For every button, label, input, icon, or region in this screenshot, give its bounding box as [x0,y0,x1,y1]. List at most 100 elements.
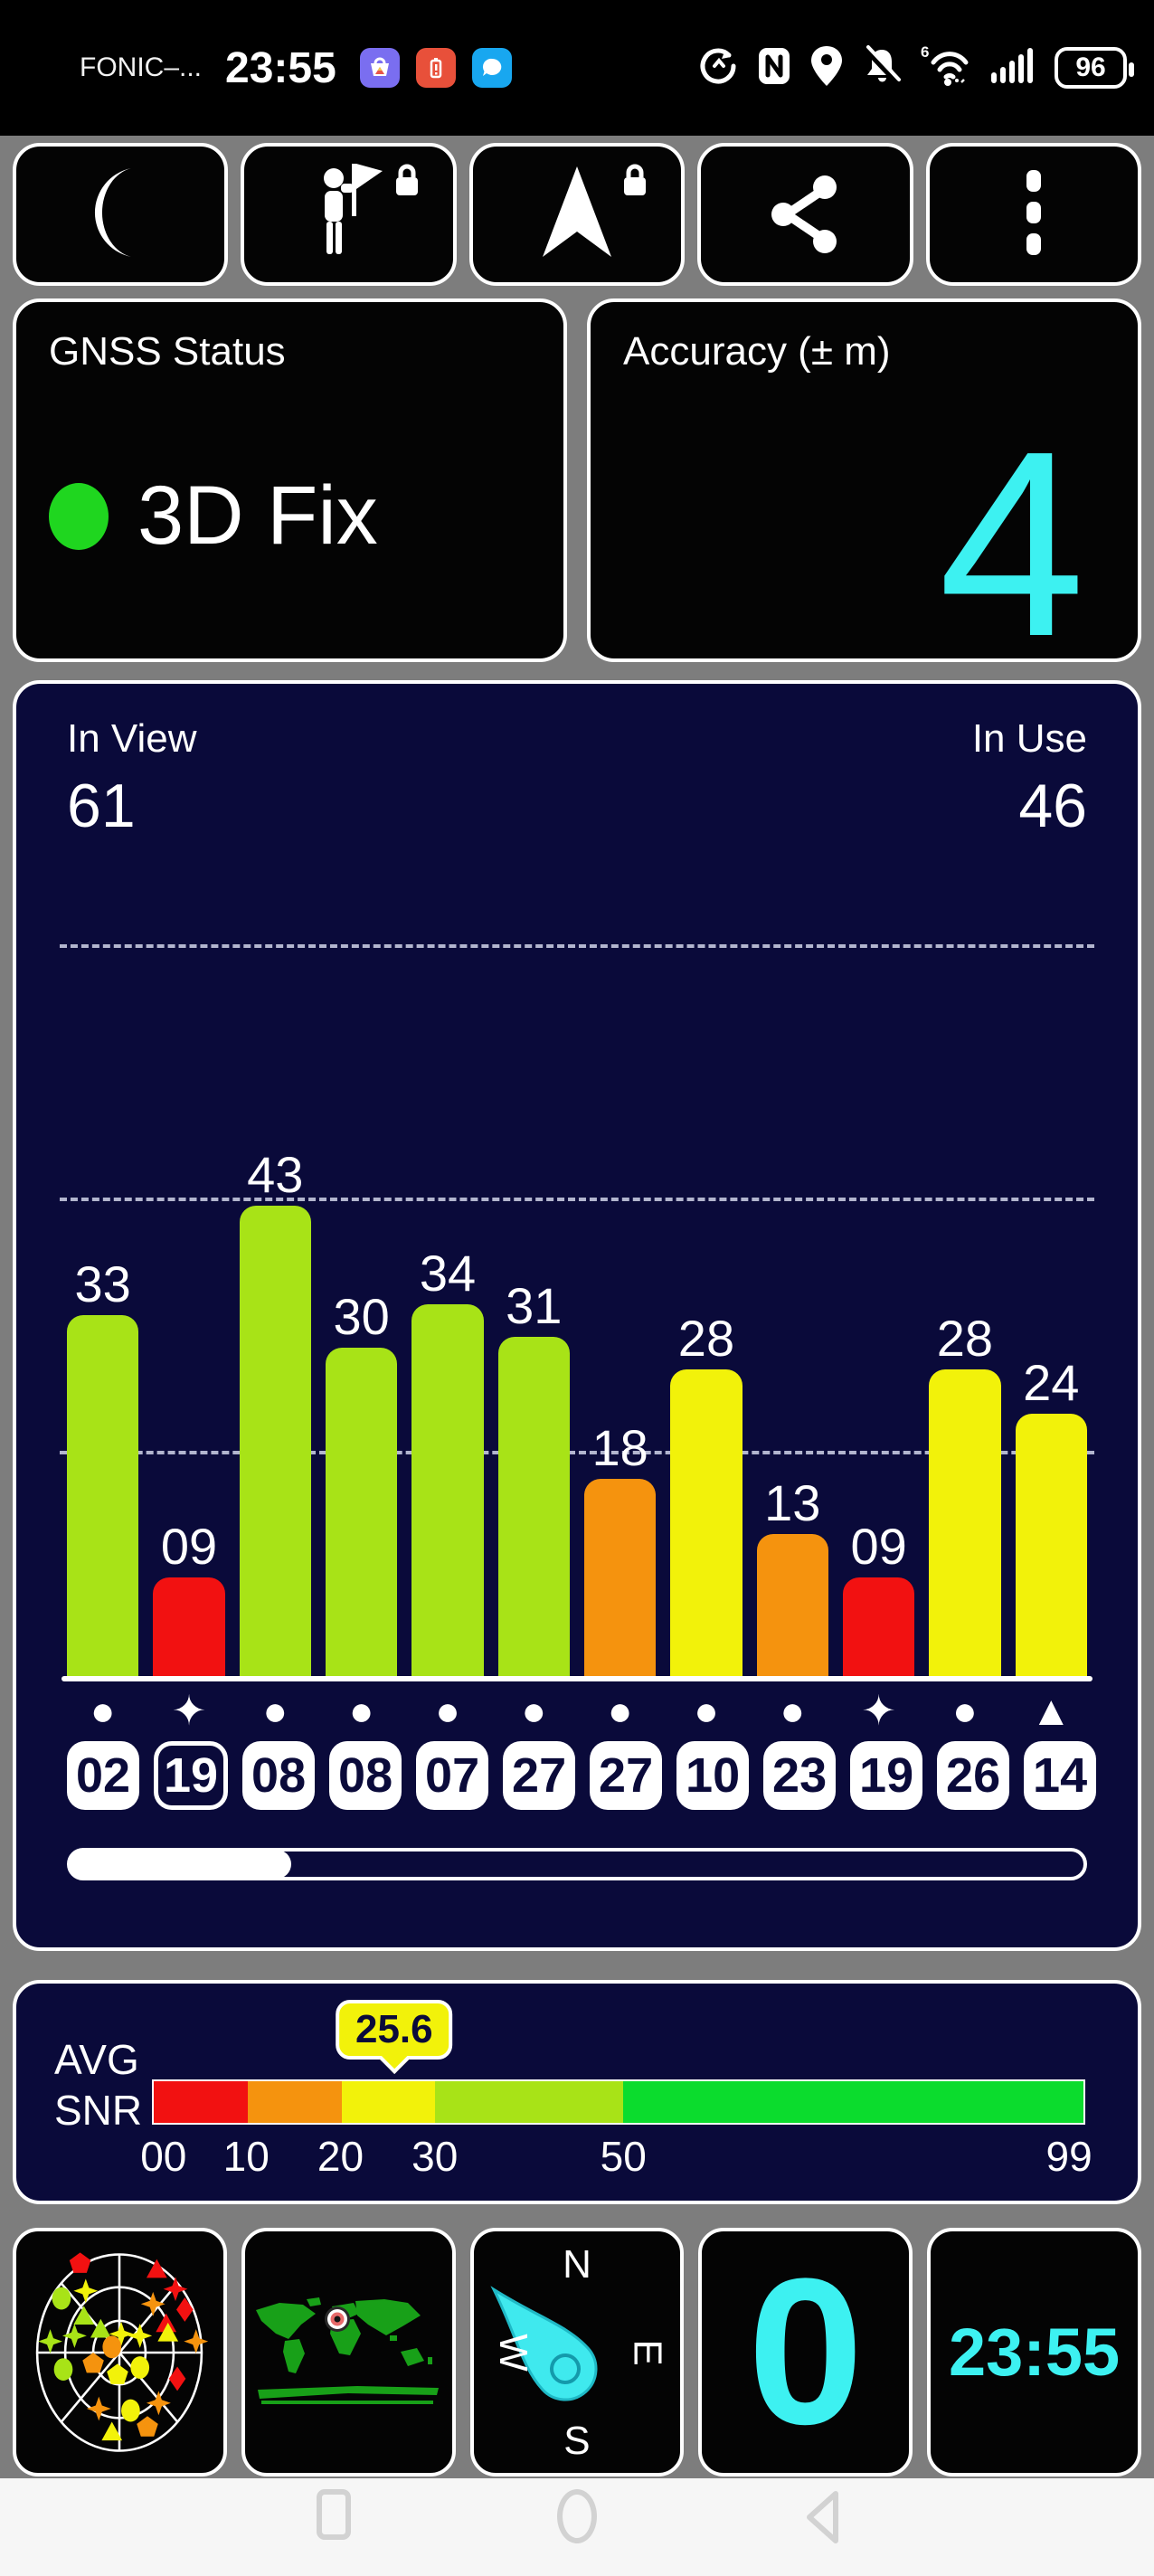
satellite-id-badge[interactable]: 26 [937,1741,1010,1810]
carrier-label: FONIC–... [80,52,203,82]
overflow-menu-button[interactable] [925,143,1142,286]
satellite-id-cell: 07 [416,1741,489,1810]
sky-satellite-triangle [156,2313,177,2332]
accuracy-card[interactable]: Accuracy (± m) 4 [587,298,1141,662]
sky-satellite-star [109,2321,134,2346]
satellite-id-badge[interactable]: 02 [67,1741,139,1810]
gauge-segment [435,2081,624,2123]
summary-cards: GNSS Status 3D Fix Accuracy (± m) 4 [13,298,1141,662]
snr-bar-value: 09 [850,1518,907,1576]
navigation-button[interactable] [468,143,686,286]
clock-value: 23:55 [948,2315,1121,2390]
notification-icons [359,48,512,88]
gauge-scale-label: 10 [222,2133,270,2180]
satellite-id-cell: 19 [850,1741,923,1810]
satellite-id-cell: 02 [67,1741,139,1810]
walk-mode-button[interactable] [241,143,457,286]
recents-button[interactable] [317,2489,351,2540]
sky-satellite-triangle [157,2322,179,2342]
android-nav-bar [0,2478,1154,2576]
night-mode-button[interactable] [13,143,229,286]
avg-snr-card[interactable]: AVG SNR 25.6 00 10 20 30 50 99 [13,1980,1141,2204]
snr-gauge: 25.6 [152,2000,1085,2125]
satellite-id-badge[interactable]: 19 [154,1741,229,1810]
constellation-shape-row: ● ✦ ● ● ● ● ● ● ● ✦ ● ▲ [67,1687,1087,1734]
share-button[interactable] [697,143,913,286]
in-use-label: In Use [971,716,1087,761]
compass-tile[interactable]: N S E W [469,2228,685,2477]
clock-tile[interactable]: 23:55 [927,2228,1141,2477]
satellite-id-cell: 10 [676,1741,750,1810]
bottom-tiles: N S E W 0 23:55 [13,2228,1141,2477]
gnss-status-title: GNSS Status [49,329,286,374]
snr-bar-column: 28 [929,1310,1001,1676]
sky-satellite-triangle [90,2318,112,2337]
circle-constellation-icon: ● [607,1687,633,1734]
satellite-snr-card[interactable]: In View 61 In Use 46 33 09 43 30 34 31 18 28 13 0… [13,680,1141,1951]
snr-bar-value: 43 [247,1145,304,1203]
world-map-tile[interactable] [241,2228,456,2477]
satellite-id-cell: 23 [763,1741,837,1810]
status-bar: FONIC–... 23:55 [0,0,1154,136]
appgallery-notification-icon [359,48,400,88]
satellite-id-badge[interactable]: 23 [763,1741,837,1810]
gnss-status-card[interactable]: GNSS Status 3D Fix [13,298,567,662]
sky-satellite-star [141,2291,166,2316]
star-constellation-icon: ✦ [861,1687,896,1734]
snr-bar-column: 28 [670,1310,743,1676]
star-constellation-icon: ✦ [171,1687,207,1734]
signal-strength-icon [989,45,1036,91]
snr-bar: 31 [497,1277,570,1676]
snr-bar-column: 13 [756,1474,828,1676]
satellite-id-badge[interactable]: 14 [1024,1741,1097,1810]
satellite-id-cell: 26 [937,1741,1010,1810]
satellite-id-badge[interactable]: 08 [329,1741,402,1810]
circle-constellation-icon: ● [521,1687,547,1734]
chart-scrollbar-thumb[interactable] [69,1850,292,1879]
person-flag-icon [299,158,399,271]
in-use-block: In Use 46 [972,716,1087,841]
snr-bar-column: 34 [411,1245,484,1676]
home-button[interactable] [557,2489,597,2543]
satellite-id-badge[interactable]: 19 [850,1741,923,1810]
snr-bar-column: 33 [67,1255,139,1676]
snr-bar-value: 34 [419,1244,477,1302]
battery-icon: 96 [1055,47,1134,89]
triangle-constellation-icon: ▲ [1030,1687,1073,1734]
avg-snr-label: AVG SNR [54,2036,143,2135]
snr-bar: 09 [842,1518,915,1676]
chart-scrollbar[interactable] [67,1848,1087,1880]
snr-bar: 30 [325,1288,398,1676]
lock-icon [392,163,422,204]
gridline [60,1451,1094,1454]
notifications-off-icon [861,44,903,91]
sky-satellite-star [184,2328,209,2353]
sky-satellite-star [163,2276,188,2301]
share-icon [760,167,850,262]
satellite-id-badge[interactable]: 08 [242,1741,316,1810]
sky-satellite-circle [121,2399,141,2421]
snr-bar-value: 28 [936,1310,994,1368]
snr-bar: 43 [239,1146,311,1676]
snr-bar-value: 30 [333,1288,390,1345]
battery-alert-notification-icon [415,48,456,88]
snr-bar-column: 24 [1015,1354,1087,1676]
back-button[interactable] [803,2489,843,2550]
circle-constellation-icon: ● [90,1687,116,1734]
gridline [60,944,1094,948]
satellite-id-badge[interactable]: 07 [416,1741,489,1810]
satellite-id-badge[interactable]: 27 [503,1741,576,1810]
battery-percent: 96 [1075,52,1106,82]
satellite-id-badge[interactable]: 27 [590,1741,663,1810]
speed-tile[interactable]: 0 [698,2228,913,2477]
satellite-id-badge[interactable]: 10 [676,1741,750,1810]
sky-satellite-circle [52,2287,71,2309]
snr-bar: 28 [929,1310,1001,1676]
snr-bar: 09 [153,1518,225,1676]
sky-satellite-diamond [169,2366,186,2391]
sky-plot [36,2251,209,2452]
compass-north-label: N [563,2242,591,2287]
sky-satellite-circle [54,2357,73,2381]
sky-plot-tile[interactable] [13,2228,227,2477]
snr-bar: 24 [1015,1354,1087,1676]
